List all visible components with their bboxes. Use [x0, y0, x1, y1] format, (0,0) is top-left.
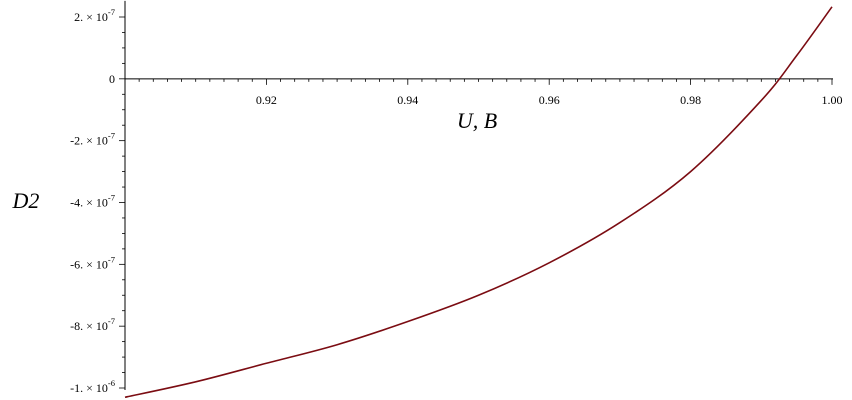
axes [124, 0, 833, 390]
y-axis-label: D2 [12, 188, 40, 213]
y-tick-label: -4. × 10-7 [70, 193, 115, 210]
y-tick-label: 0 [109, 72, 115, 86]
minor-ticks [119, 16, 833, 389]
x-tick-labels: 0.92 0.94 0.96 0.98 1.00 [256, 93, 843, 107]
x-tick-label: 0.92 [256, 93, 277, 107]
x-tick-label: 0.96 [539, 93, 560, 107]
y-tick-label: -8. × 10-7 [70, 316, 115, 333]
y-tick-label: 2. × 10-7 [74, 7, 115, 24]
x-axis-label: U, B [457, 108, 497, 133]
y-tick-label: -1. × 10-6 [70, 378, 115, 395]
y-tick-label: -6. × 10-7 [70, 254, 115, 271]
x-tick-label: 0.94 [397, 93, 418, 107]
series-line [124, 6, 833, 399]
y-tick-label: -2. × 10-7 [70, 131, 115, 148]
x-tick-label: 1.00 [822, 93, 843, 107]
y-tick-labels: 2. × 10-7 0 -2. × 10-7 -4. × 10-7 -6. × 10-7… [70, 7, 115, 395]
series-group [124, 6, 833, 399]
x-tick-label: 0.98 [680, 93, 701, 107]
